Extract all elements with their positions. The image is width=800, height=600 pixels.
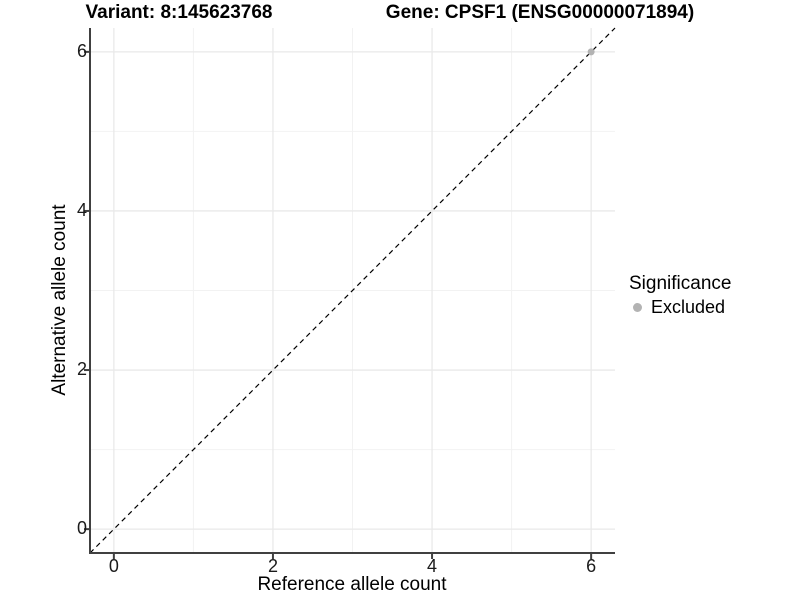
data-point-excluded <box>587 48 595 56</box>
y-tick-label-2: 2 <box>76 359 87 380</box>
y-tick-label-6: 6 <box>76 40 87 61</box>
x-tick-label-0: 0 <box>108 556 119 576</box>
x-tick-label-4: 4 <box>427 556 438 576</box>
legend-item-excluded: Excluded <box>629 296 731 318</box>
plot-title-gene: Gene: CPSF1 (ENSG00000071894) <box>385 2 695 23</box>
identity-line <box>89 27 616 554</box>
x-tick-label-6: 6 <box>586 556 597 576</box>
x-axis-title: Reference allele count <box>257 574 447 595</box>
legend-title: Significance <box>629 273 732 294</box>
x-tick-label-2: 2 <box>267 556 278 576</box>
y-tick-label-0: 0 <box>76 518 87 539</box>
legend-point-icon <box>633 302 642 312</box>
legend-item-label: Excluded <box>651 297 726 317</box>
legend: Significance Excluded <box>629 272 731 318</box>
y-tick-label-4: 4 <box>76 199 87 220</box>
plot-title-variant: Variant: 8:145623768 <box>85 2 273 23</box>
